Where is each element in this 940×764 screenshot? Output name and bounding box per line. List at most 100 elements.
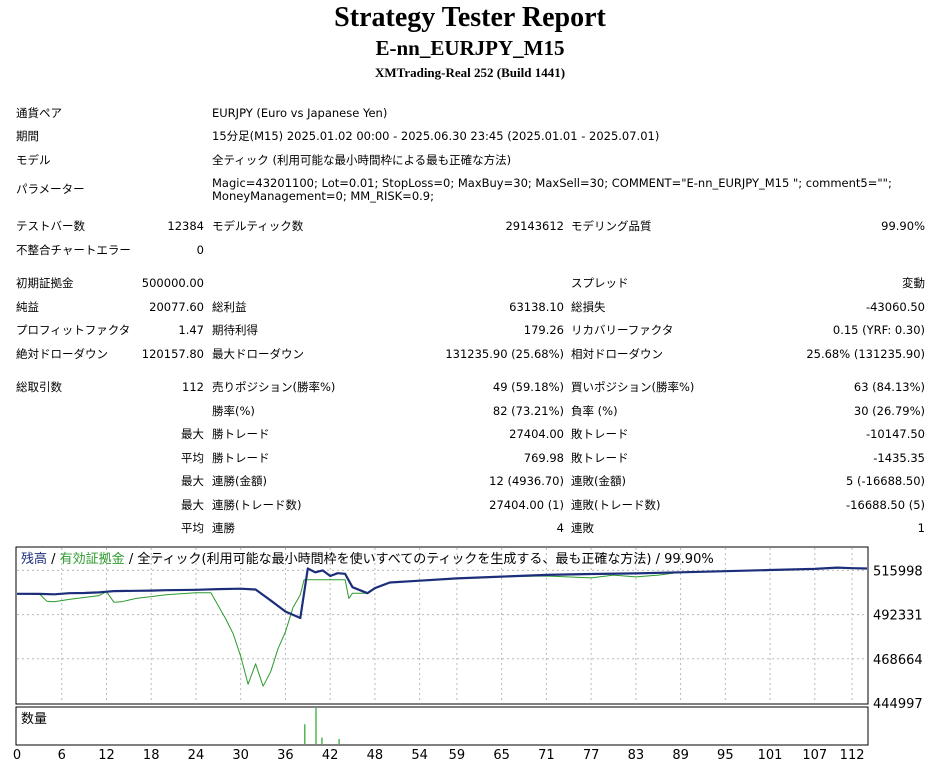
- deposit-label: 初期証拠金: [16, 276, 74, 290]
- max-cons-profit-label: 連勝(トレード数): [212, 498, 302, 512]
- quality-value: 99.90%: [881, 219, 925, 233]
- total-trades-label: 総取引数: [16, 380, 62, 394]
- avg-win-label: 勝トレード: [212, 451, 270, 465]
- y-tick-label: 515998: [873, 564, 923, 579]
- x-tick-label: 107: [802, 748, 827, 763]
- max-cons-loss-amt-label: 連敗(金額): [571, 474, 626, 488]
- gross-loss-value: -43060.50: [865, 300, 925, 314]
- x-tick-label: 83: [628, 748, 645, 763]
- net-profit-value: 20077.60: [149, 300, 204, 314]
- errors-value: 0: [196, 243, 204, 257]
- largest-win-label: 勝トレード: [212, 427, 270, 441]
- rel-drawdown-label: 相対ドローダウン: [571, 347, 663, 361]
- chart-legend: 残高 / 有効証拠金 / 全ティック(利用可能な最小時間枠を使いすべてのティック…: [21, 551, 714, 567]
- average-prefix: 平均: [181, 451, 204, 465]
- balance-chart: 残高 / 有効証拠金 / 全ティック(利用可能な最小時間枠を使いすべてのティック…: [13, 546, 923, 763]
- max-drawdown-label: 最大ドローダウン: [212, 347, 304, 361]
- x-tick-label: 77: [583, 748, 600, 763]
- max-cons-profit-value: 27404.00 (1): [489, 498, 564, 512]
- y-tick-label: 444997: [873, 697, 923, 712]
- balance-line: [16, 566, 868, 620]
- x-axis-ticks: 0 6 12 18 24 30 36 42 48 54 59 65 71 77 83 89 95 101 107 11…: [13, 748, 865, 763]
- gross-profit-label: 総利益: [212, 300, 247, 314]
- x-tick-label: 65: [493, 748, 510, 763]
- server-info: XMTrading-Real 252 (Build 1441): [374, 65, 566, 80]
- largest-prefix: 最大: [181, 427, 204, 441]
- model-value: 全ティック (利用可能な最小時間枠による最も正確な方法): [212, 153, 512, 167]
- period-value: 15分足(M15) 2025.01.02 00:00 - 2025.06.30 …: [212, 129, 660, 143]
- avg-loss-label: 敗トレード: [571, 451, 629, 465]
- avg-cons-prefix: 平均: [181, 521, 204, 535]
- volume-bars: [304, 708, 340, 744]
- model-label: モデル: [16, 153, 51, 167]
- equity-line: [16, 567, 868, 687]
- avg-cons-win-label: 連勝: [212, 521, 235, 535]
- symbol-value: EURJPY (Euro vs Japanese Yen): [212, 106, 388, 120]
- gross-profit-value: 63138.10: [509, 300, 564, 314]
- gross-loss-label: 総損失: [571, 300, 606, 314]
- x-tick-label: 112: [840, 748, 865, 763]
- max-cons-win-amt-label: 連勝(金額): [212, 474, 267, 488]
- x-tick-label: 54: [411, 748, 428, 763]
- quality-label: モデリング品質: [571, 219, 652, 233]
- x-tick-label: 30: [232, 748, 249, 763]
- errors-label: 不整合チャートエラー: [16, 243, 131, 257]
- x-tick-label: 95: [717, 748, 734, 763]
- params-label: パラメーター: [16, 182, 85, 196]
- x-tick-label: 101: [758, 748, 783, 763]
- legend-equity: 有効証拠金: [60, 551, 125, 567]
- recovery-factor-value: 0.15 (YRF: 0.30): [832, 323, 925, 337]
- loss-rate-value: 30 (26.79%): [853, 404, 925, 418]
- profit-factor-value: 1.47: [178, 323, 204, 337]
- x-tick-label: 0: [13, 748, 21, 763]
- report-title: Strategy Tester Report: [334, 2, 606, 33]
- long-positions-value: 63 (84.13%): [853, 380, 925, 394]
- total-trades-value: 112: [182, 380, 204, 394]
- params-line-2: MoneyManagement=0; MM_RISK=0.9;: [212, 189, 434, 203]
- volume-plot-frame: [15, 706, 869, 746]
- avg-cons-loss-label: 連敗: [571, 521, 594, 535]
- max-cons-n-prefix: 最大: [181, 498, 204, 512]
- max-cons-win-amt-value: 12 (4936.70): [489, 474, 564, 488]
- legend-rest: / 全ティック(利用可能な最小時間枠を使いすべてのティックを生成する、最も正確な…: [125, 551, 714, 567]
- x-tick-label: 24: [188, 748, 205, 763]
- y-tick-label: 492331: [873, 609, 923, 624]
- spread-value: 変動: [902, 276, 925, 290]
- largest-loss-value: -10147.50: [865, 427, 925, 441]
- max-cons-loss-n-value: -16688.50 (5): [846, 498, 925, 512]
- short-positions-label: 売りポジション(勝率%): [212, 380, 336, 394]
- x-tick-label: 36: [277, 748, 294, 763]
- expected-payoff-label: 期待利得: [212, 323, 258, 337]
- max-cons-amt-prefix: 最大: [181, 474, 204, 488]
- abs-drawdown-label: 絶対ドローダウン: [16, 347, 108, 361]
- bars-label: テストバー数: [16, 219, 85, 233]
- x-tick-label: 89: [672, 748, 689, 763]
- max-cons-loss-n-label: 連敗(トレード数): [571, 498, 661, 512]
- period-label: 期間: [16, 129, 39, 143]
- rel-drawdown-value: 25.68% (131235.90): [806, 347, 925, 361]
- legend-sep: /: [47, 552, 60, 567]
- params-line-1: Magic=43201100; Lot=0.01; StopLoss=0; Ma…: [212, 176, 892, 190]
- x-tick-label: 42: [322, 748, 339, 763]
- symbol-label: 通貨ペア: [16, 106, 62, 120]
- report-subtitle: E-nn_EURJPY_M15: [375, 36, 565, 60]
- recovery-factor-label: リカバリーファクタ: [571, 323, 674, 337]
- y-tick-label: 468664: [873, 653, 923, 668]
- largest-loss-label: 敗トレード: [571, 427, 629, 441]
- avg-cons-win-value: 4: [556, 521, 564, 535]
- max-cons-loss-amt-value: 5 (-16688.50): [846, 474, 925, 488]
- volume-label: 数量: [21, 712, 47, 727]
- deposit-value: 500000.00: [141, 276, 204, 290]
- loss-rate-label: 負率 (%): [571, 404, 618, 418]
- avg-cons-loss-value: 1: [917, 521, 925, 535]
- largest-win-value: 27404.00: [509, 427, 564, 441]
- avg-win-value: 769.98: [523, 451, 564, 465]
- max-drawdown-value: 131235.90 (25.68%): [445, 347, 564, 361]
- spread-label: スプレッド: [571, 276, 629, 290]
- bars-value: 12384: [167, 219, 204, 233]
- short-positions-value: 49 (59.18%): [492, 380, 564, 394]
- x-tick-label: 12: [98, 748, 115, 763]
- y-axis-ticks: 515998 492331 468664 444997: [873, 564, 923, 712]
- long-positions-label: 買いポジション(勝率%): [571, 380, 695, 394]
- chart-lines: [16, 566, 868, 687]
